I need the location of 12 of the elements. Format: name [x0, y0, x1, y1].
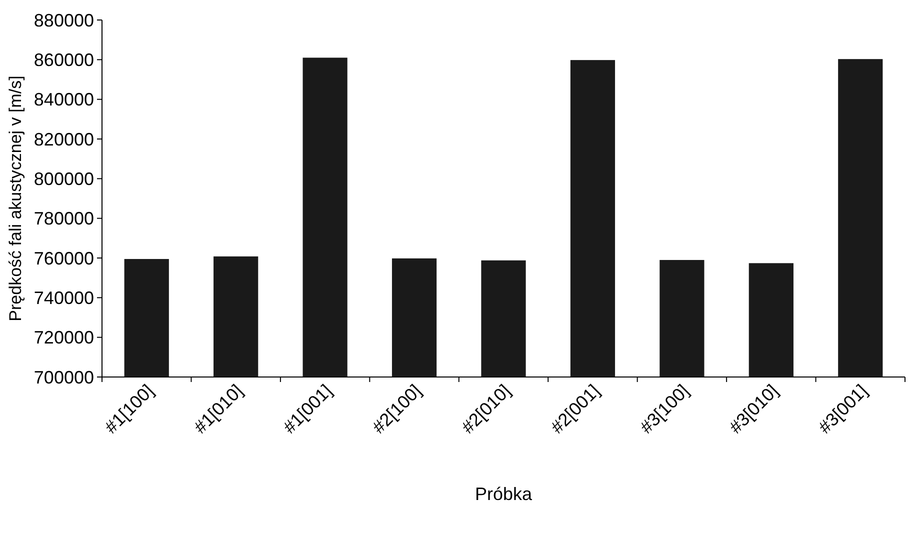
- y-tick-label: 720000: [34, 328, 94, 348]
- y-tick-label: 820000: [34, 129, 94, 150]
- y-tick-label: 740000: [34, 288, 94, 308]
- y-tick-label: 860000: [34, 50, 94, 70]
- y-tick-label: 700000: [34, 367, 94, 388]
- y-tick-label: 840000: [34, 90, 94, 110]
- y-tick-label: 880000: [34, 10, 94, 30]
- x-axis-title: Próbka: [474, 484, 533, 504]
- y-axis-title: Prędkość fali akustycznej v [m/s]: [6, 76, 25, 322]
- y-tick-label: 760000: [34, 248, 94, 268]
- y-tick-label: 800000: [34, 168, 94, 189]
- y-tick-label: 780000: [34, 208, 94, 229]
